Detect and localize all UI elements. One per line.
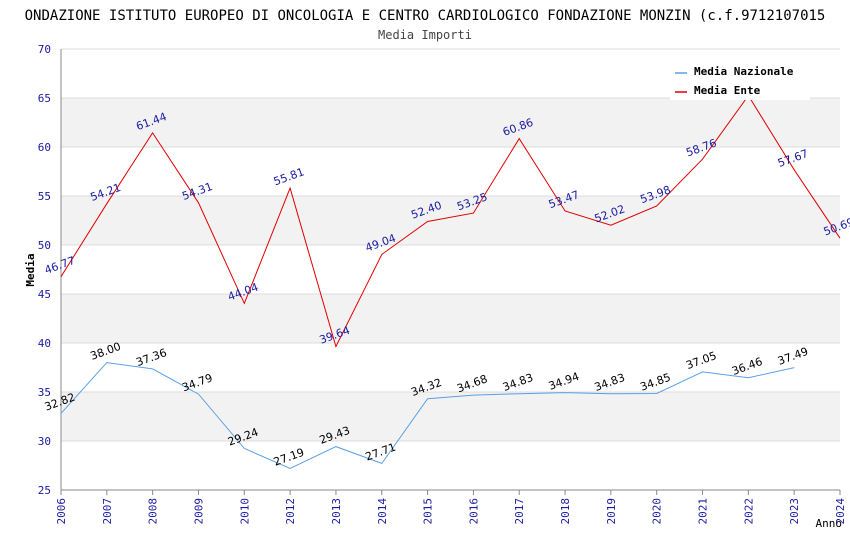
x-tick-label-2016: 2016 <box>467 498 480 525</box>
x-tick-label-2006: 2006 <box>55 498 68 525</box>
y-tick-label-25: 25 <box>38 484 51 497</box>
y-tick-label-50: 50 <box>38 239 51 252</box>
y-tick-label-45: 45 <box>38 288 51 301</box>
background-band <box>61 196 840 245</box>
data-label-media-nazionale-2014: 27.71 <box>364 441 398 464</box>
legend-label-media-ente: Media Ente <box>694 84 761 97</box>
x-tick-label-2021: 2021 <box>697 498 710 525</box>
x-tick-label-2023: 2023 <box>788 498 801 525</box>
x-tick-label-2018: 2018 <box>559 498 572 525</box>
x-tick-label-2015: 2015 <box>422 498 435 525</box>
data-label-media-ente-2023: 57.67 <box>776 147 810 170</box>
y-tick-label-60: 60 <box>38 141 51 154</box>
data-label-media-nazionale-2008: 37.36 <box>134 346 168 369</box>
axes <box>60 49 841 495</box>
data-label-media-ente-2012: 55.81 <box>272 165 306 188</box>
x-tick-label-2020: 2020 <box>651 498 664 525</box>
chart-title: ONDAZIONE ISTITUTO EUROPEO DI ONCOLOGIA … <box>25 8 826 24</box>
data-label-media-nazionale-2017: 34.83 <box>501 371 535 394</box>
series-line-media-ente <box>60 94 841 348</box>
x-tick-label-2009: 2009 <box>192 498 205 525</box>
x-axis-label: Anno <box>816 517 843 530</box>
y-tick-labels: 25 30 35 40 45 50 55 60 65 70 <box>38 43 51 497</box>
series-line-media-nazionale <box>60 362 795 470</box>
x-tick-label-2017: 2017 <box>513 498 526 525</box>
x-tick-label-2007: 2007 <box>101 498 114 525</box>
x-tick-label-2014: 2014 <box>376 498 389 525</box>
y-tick-label-35: 35 <box>38 386 51 399</box>
y-tick-label-70: 70 <box>38 43 51 56</box>
y-tick-label-30: 30 <box>38 435 51 448</box>
legend-label-media-nazionale: Media Nazionale <box>694 65 794 78</box>
background-band <box>61 98 840 147</box>
chart-subtitle: Media Importi <box>378 28 472 42</box>
data-label-media-nazionale-2023: 37.49 <box>776 345 810 368</box>
y-tick-label-65: 65 <box>38 92 51 105</box>
x-tick-label-2019: 2019 <box>605 498 618 525</box>
data-label-media-nazionale-2022: 36.46 <box>730 355 764 378</box>
x-tick-label-2024: 2024 <box>834 498 847 525</box>
data-label-media-nazionale-2012: 27.19 <box>272 446 306 469</box>
data-label-media-nazionale-2019: 34.83 <box>593 371 627 394</box>
legend-box <box>670 60 810 100</box>
y-tick-label-55: 55 <box>38 190 51 203</box>
plot-background-bands <box>61 98 840 441</box>
x-tick-label-2022: 2022 <box>742 498 755 525</box>
x-tick-labels: 2006 2007 2008 2009 2010 2012 2013 2014 2015 2016… <box>55 498 847 525</box>
x-tick-label-2013: 2013 <box>330 498 343 525</box>
background-band <box>61 392 840 441</box>
x-tick-label-2012: 2012 <box>284 498 297 525</box>
y-axis-label: Media <box>24 253 37 286</box>
data-label-media-nazionale-2020: 34.85 <box>638 371 672 394</box>
y-tick-label-40: 40 <box>38 337 51 350</box>
data-label-media-nazionale-2021: 37.05 <box>684 349 718 372</box>
series-lines <box>60 94 841 470</box>
legend: Media Nazionale Media Ente <box>670 60 810 100</box>
data-label-media-nazionale-2018: 34.94 <box>547 370 581 393</box>
data-label-media-nazionale-2009: 34.79 <box>180 371 214 394</box>
x-tick-label-2010: 2010 <box>238 498 251 525</box>
data-label-media-ente-2006: 46.77 <box>43 254 77 277</box>
grid-lines <box>61 48 840 491</box>
x-tick-label-2008: 2008 <box>147 498 160 525</box>
background-band <box>61 294 840 343</box>
